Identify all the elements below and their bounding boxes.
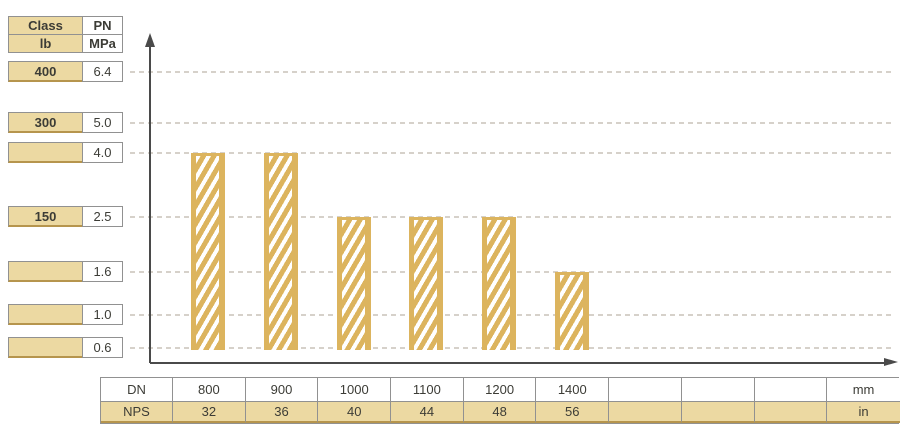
gridline-5 [130, 122, 893, 124]
pn-cell: 6.4 [82, 61, 123, 82]
pressure-class-row: 150 2.5 [8, 206, 123, 227]
nps-cell: 36 [245, 402, 319, 423]
pn-cell: PN [82, 16, 123, 35]
pn-cell: 1.0 [82, 304, 123, 325]
bar-dn-900 [264, 153, 299, 350]
dn-row: DN 800 900 1000 1100 1200 1400 mm [101, 378, 900, 402]
nps-cell [681, 402, 755, 423]
class-cell: 150 [8, 206, 83, 227]
dn-cell [754, 378, 828, 402]
pn-cell: 0.6 [82, 337, 123, 358]
dn-cell: 1200 [463, 378, 537, 402]
pressure-class-row: 4.0 [8, 142, 123, 163]
y-axis [149, 44, 151, 363]
gridline-6.4 [130, 71, 893, 73]
pn-cell: 2.5 [82, 206, 123, 227]
dn-cell [681, 378, 755, 402]
pressure-class-row: 300 5.0 [8, 112, 123, 133]
class-cell [8, 261, 83, 282]
pressure-class-row: 1.0 [8, 304, 123, 325]
nps-unit-cell: in [827, 402, 900, 423]
pressure-class-row: 0.6 [8, 337, 123, 358]
nps-cell: 40 [318, 402, 392, 423]
dn-unit-cell: mm [827, 378, 900, 402]
nps-label-cell: NPS [101, 402, 173, 423]
nps-cell [609, 402, 682, 423]
nps-cell: 48 [463, 402, 537, 423]
pressure-class-row: 1.6 [8, 261, 123, 282]
bar-dn-1000 [336, 217, 371, 350]
size-table: DN 800 900 1000 1100 1200 1400 mm NPS 32 36 40 44 48 5… [100, 377, 900, 424]
dn-cell: 800 [173, 378, 246, 402]
class-cell: lb [8, 34, 83, 53]
dn-label-cell: DN [101, 378, 173, 402]
dn-cell: 900 [245, 378, 319, 402]
class-cell [8, 304, 83, 325]
pn-cell: 4.0 [82, 142, 123, 163]
pn-cell: 1.6 [82, 261, 123, 282]
nps-cell: 32 [173, 402, 246, 423]
nps-cell: 56 [536, 402, 610, 423]
bar-dn-1100 [409, 217, 444, 350]
pn-cell: 5.0 [82, 112, 123, 133]
class-cell: Class [8, 16, 83, 35]
y-axis-arrow-icon [145, 33, 155, 47]
nps-cell: 44 [391, 402, 464, 423]
class-cell [8, 142, 83, 163]
dn-cell: 1000 [318, 378, 392, 402]
dn-cell [609, 378, 682, 402]
class-cell: 400 [8, 61, 83, 82]
dn-cell: 1400 [536, 378, 610, 402]
nps-cell [754, 402, 828, 423]
x-axis [150, 362, 885, 364]
bar-dn-1200 [482, 217, 517, 350]
x-axis-arrow-icon [884, 358, 898, 366]
pressure-class-row: 400 6.4 [8, 61, 123, 82]
bar-dn-800 [191, 153, 226, 350]
pn-cell: MPa [82, 34, 123, 53]
gridline-4 [130, 152, 893, 154]
class-cell [8, 337, 83, 358]
class-cell: 300 [8, 112, 83, 133]
nps-row: NPS 32 36 40 44 48 56 in [101, 402, 900, 423]
pressure-class-header-row: Class PN [8, 16, 123, 35]
dn-cell: 1100 [391, 378, 464, 402]
bar-dn-1400 [554, 272, 589, 350]
pressure-class-header-row: lb MPa [8, 34, 123, 53]
